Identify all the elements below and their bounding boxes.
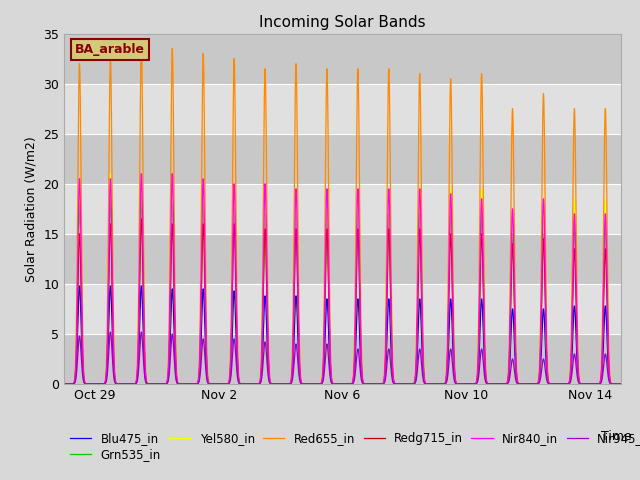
Grn535_in — [617, 381, 625, 387]
Nir840_in — [617, 381, 625, 387]
Bar — [64, 34, 621, 84]
Nir840_in — [608, 381, 616, 387]
Redg715_in — [92, 381, 100, 387]
Red655_in — [401, 381, 408, 387]
Blu475_in — [401, 381, 408, 387]
Nir945_in — [107, 329, 115, 335]
Bar — [64, 234, 621, 284]
Redg715_in — [409, 381, 417, 387]
Red655_in — [60, 381, 68, 387]
Text: BA_arable: BA_arable — [75, 43, 145, 56]
Redg715_in — [608, 381, 616, 387]
Bar — [64, 134, 621, 184]
Yel580_in — [209, 381, 217, 387]
Blu475_in — [409, 381, 417, 387]
Red655_in — [409, 381, 417, 387]
Yel580_in — [401, 381, 408, 387]
Nir840_in — [500, 381, 508, 387]
Blu475_in — [500, 381, 508, 387]
Nir945_in — [92, 381, 100, 387]
Nir840_in — [92, 381, 100, 387]
Yel580_in — [107, 171, 115, 177]
Nir945_in — [608, 381, 616, 387]
Bar — [64, 84, 621, 134]
Red655_in — [92, 381, 100, 387]
Nir945_in — [409, 381, 417, 387]
Line: Grn535_in: Grn535_in — [64, 199, 621, 384]
Blu475_in — [76, 283, 83, 289]
Nir945_in — [209, 381, 217, 387]
Bar — [64, 184, 621, 234]
Yel580_in — [60, 381, 68, 387]
Nir840_in — [209, 381, 217, 387]
Text: Time: Time — [601, 430, 632, 443]
Nir945_in — [617, 381, 625, 387]
Blu475_in — [60, 381, 68, 387]
Y-axis label: Solar Radiation (W/m2): Solar Radiation (W/m2) — [25, 136, 38, 282]
Yel580_in — [92, 381, 100, 387]
Nir840_in — [138, 171, 145, 177]
Redg715_in — [60, 381, 68, 387]
Red655_in — [617, 381, 625, 387]
Nir945_in — [500, 381, 508, 387]
Redg715_in — [401, 381, 408, 387]
Line: Yel580_in: Yel580_in — [64, 174, 621, 384]
Blu475_in — [617, 381, 625, 387]
Nir945_in — [401, 381, 408, 387]
Nir840_in — [409, 381, 417, 387]
Grn535_in — [92, 381, 100, 387]
Nir840_in — [401, 381, 408, 387]
Redg715_in — [500, 381, 508, 387]
Line: Nir840_in: Nir840_in — [64, 174, 621, 384]
Grn535_in — [60, 381, 68, 387]
Blu475_in — [608, 381, 616, 387]
Grn535_in — [608, 381, 616, 387]
Bar — [64, 334, 621, 384]
Red655_in — [500, 381, 508, 387]
Redg715_in — [209, 381, 217, 387]
Bar — [64, 284, 621, 334]
Grn535_in — [409, 381, 417, 387]
Red655_in — [138, 41, 145, 47]
Title: Incoming Solar Bands: Incoming Solar Bands — [259, 15, 426, 30]
Red655_in — [608, 381, 616, 386]
Redg715_in — [617, 381, 625, 387]
Grn535_in — [500, 381, 508, 387]
Legend: Blu475_in, Grn535_in, Yel580_in, Red655_in, Redg715_in, Nir840_in, Nir945_in: Blu475_in, Grn535_in, Yel580_in, Red655_… — [70, 432, 640, 461]
Line: Blu475_in: Blu475_in — [64, 286, 621, 384]
Grn535_in — [107, 196, 115, 202]
Yel580_in — [608, 381, 616, 387]
Redg715_in — [138, 216, 145, 222]
Yel580_in — [617, 381, 625, 387]
Grn535_in — [209, 381, 217, 387]
Line: Nir945_in: Nir945_in — [64, 332, 621, 384]
Yel580_in — [500, 381, 508, 387]
Line: Red655_in: Red655_in — [64, 44, 621, 384]
Nir945_in — [60, 381, 68, 387]
Blu475_in — [92, 381, 100, 387]
Line: Redg715_in: Redg715_in — [64, 219, 621, 384]
Yel580_in — [409, 381, 417, 387]
Nir840_in — [60, 381, 68, 387]
Blu475_in — [209, 381, 217, 387]
Grn535_in — [401, 381, 408, 387]
Red655_in — [209, 381, 217, 387]
